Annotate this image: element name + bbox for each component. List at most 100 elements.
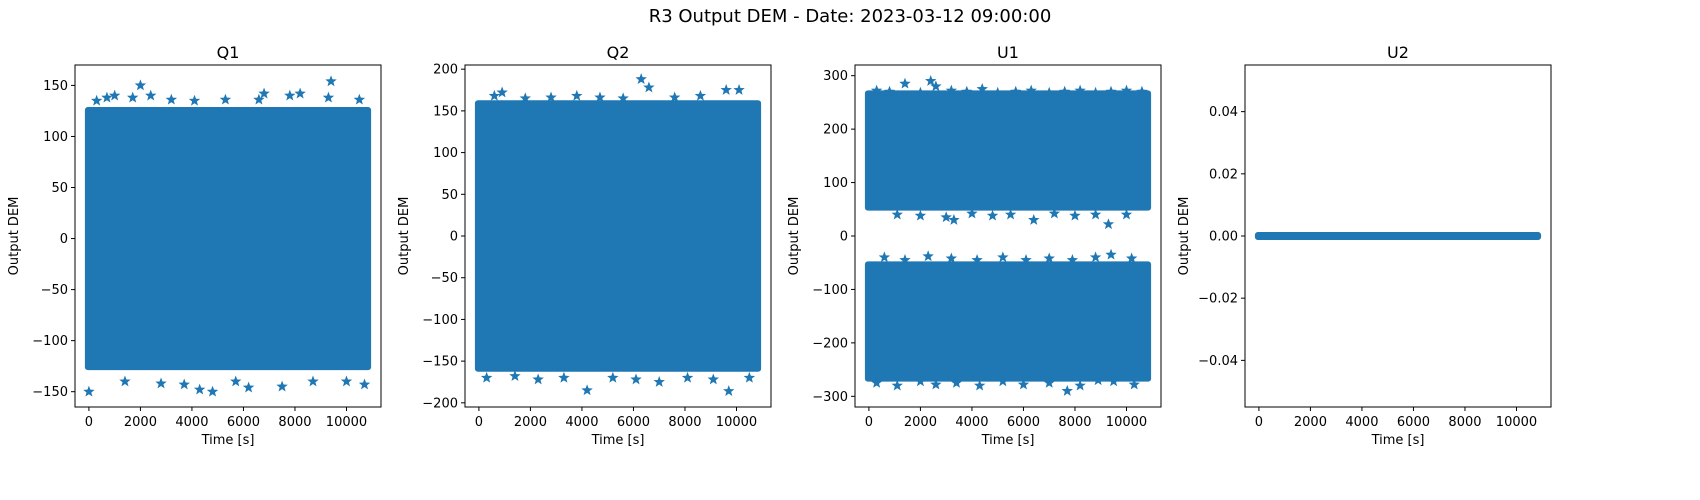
data-point [496,86,508,98]
x-tick-label: 2000 [1294,415,1327,430]
data-point [1136,85,1148,97]
data-point [509,370,521,381]
data-point [1043,376,1055,388]
data-point [997,375,1009,387]
y-tick-label: 50 [51,181,68,196]
data-point [891,379,903,391]
data-point [1092,374,1104,386]
data-point [1074,84,1086,96]
x-tick-label: 0 [85,415,93,430]
dense-point-band [474,100,762,372]
data-point [581,384,593,396]
data-point [945,84,958,96]
data-point [83,385,95,397]
data-point [594,91,606,103]
dense-point-band [864,261,1152,382]
x-axis-label: Time [s] [201,433,255,448]
data-point [307,375,319,387]
x-tick-label: 4000 [955,415,988,430]
data-point [219,93,232,105]
y-tick-label: −300 [812,390,848,405]
data-point [945,252,958,264]
data-point [188,94,201,106]
data-point [986,209,999,221]
data-point [480,371,493,383]
x-tick-label: 0 [475,415,483,430]
subplot-title: U2 [1387,43,1409,62]
x-tick-label: 8000 [1058,415,1091,430]
y-tick-label: −200 [422,396,458,411]
y-tick-label: 0.00 [1209,230,1238,245]
data-point [630,373,642,385]
y-tick-label: −100 [32,334,68,349]
data-point [1043,252,1055,264]
data-point [1074,379,1086,391]
data-point [284,89,296,101]
data-point [1020,254,1032,265]
y-tick-label: −150 [32,385,68,400]
data-point [258,87,270,99]
data-point [1010,85,1022,97]
data-point [1017,378,1030,390]
y-tick-label: −50 [431,271,458,286]
data-point [899,77,911,89]
y-tick-label: −0.04 [1198,354,1238,369]
x-tick-label: 8000 [1448,415,1481,430]
y-tick-label: 150 [433,104,458,119]
y-axis-label: Output DEM [7,197,22,276]
subplot-title: Q2 [607,43,630,62]
subplot-u2: 0 2000 4000 6000 8000 10000 −0.04 −0.02 0.00 0.02… [1177,43,1552,448]
y-tick-label: 0.02 [1209,167,1238,182]
x-tick-label: 10000 [716,415,757,430]
data-point [1069,209,1081,221]
y-tick-label: 100 [433,146,458,161]
data-point [126,91,139,103]
data-point [230,375,242,387]
data-point [950,376,963,388]
data-point [1102,218,1115,230]
data-point [925,75,937,86]
data-point [1089,208,1102,220]
subplot-q2: 0 2000 4000 6000 8000 10000 −200 −150 −100 −50 0 50… [397,43,772,448]
data-point [145,89,157,101]
x-tick-label: 6000 [1397,415,1430,430]
data-point [1066,254,1079,265]
x-tick-label: 4000 [1345,415,1378,430]
y-axis-label: Output DEM [397,197,412,276]
data-point [976,83,988,94]
data-point [948,213,960,225]
data-point [532,373,544,385]
y-tick-label: 150 [43,79,68,94]
x-axis-label: Time [s] [591,433,645,448]
data-point [914,209,927,221]
x-tick-label: 10000 [1106,415,1147,430]
data-point [155,377,167,389]
data-point [178,378,190,390]
data-point [922,250,934,262]
x-tick-label: 6000 [1007,415,1040,430]
data-point [914,375,927,387]
data-point [997,251,1009,263]
y-axis-label: Output DEM [1177,197,1192,276]
data-point [488,89,501,101]
data-point [558,371,570,383]
data-point [940,211,952,223]
data-point [733,84,745,95]
subplot-title: U1 [997,43,1019,62]
x-tick-label: 6000 [227,415,260,430]
data-point [1105,85,1117,97]
figure-title: R3 Output DEM - Date: 2023-03-12 09:00:0… [648,6,1052,27]
x-tick-label: 8000 [668,415,701,430]
x-tick-label: 0 [865,415,873,430]
data-point [617,92,629,104]
data-point [971,254,983,265]
y-axis-label: Output DEM [787,197,802,276]
data-point [276,380,288,392]
data-point [883,85,896,97]
x-axis-label: Time [s] [1371,433,1425,448]
plot-data-layer [474,73,762,397]
x-tick-label: 10000 [326,415,367,430]
data-point [1125,252,1138,264]
y-tick-label: 50 [441,188,458,203]
data-point [1107,375,1120,387]
